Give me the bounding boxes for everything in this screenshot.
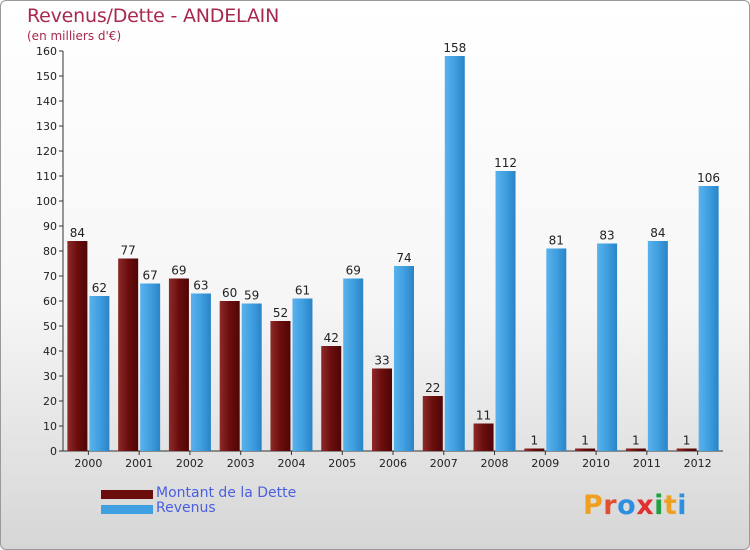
- bar-revenus: [190, 293, 211, 451]
- x-tick-label: 2005: [328, 457, 356, 470]
- bar-revenus-label: 112: [494, 156, 517, 170]
- legend-swatch-revenus: [101, 505, 153, 514]
- x-tick-label: 2008: [481, 457, 509, 470]
- y-tick-label: 10: [43, 420, 57, 433]
- bar-revenus: [495, 171, 516, 451]
- bar-dette-label: 11: [476, 409, 491, 423]
- bar-dette: [372, 368, 392, 451]
- bar-revenus-label: 69: [346, 264, 361, 278]
- bar-dette: [524, 448, 545, 451]
- bar-dette-label: 84: [70, 226, 85, 240]
- bar-revenus: [292, 298, 313, 451]
- bar-revenus-label: 67: [143, 269, 158, 283]
- y-tick-label: 120: [36, 145, 57, 158]
- bar-revenus-label: 84: [650, 226, 665, 240]
- bar-dette: [321, 346, 342, 451]
- x-tick-label: 2002: [176, 457, 204, 470]
- bar-dette: [422, 396, 443, 451]
- y-tick-label: 160: [36, 45, 57, 58]
- bar-revenus: [546, 248, 567, 451]
- bar-revenus: [444, 56, 465, 451]
- y-tick-label: 130: [36, 120, 57, 133]
- bar-dette-label: 60: [222, 286, 237, 300]
- x-tick-label: 2012: [684, 457, 712, 470]
- y-tick-label: 150: [36, 70, 57, 83]
- y-tick-label: 140: [36, 95, 57, 108]
- y-tick-label: 50: [43, 320, 57, 333]
- y-tick-label: 100: [36, 195, 57, 208]
- bar-revenus-label: 106: [697, 171, 720, 185]
- legend-swatch-dette: [101, 490, 153, 499]
- bar-revenus-label: 63: [193, 279, 208, 293]
- logo-letter: i: [654, 490, 664, 521]
- bar-revenus-label: 83: [599, 229, 614, 243]
- bar-revenus: [597, 243, 618, 451]
- x-tick-label: 2001: [125, 457, 153, 470]
- y-tick-label: 30: [43, 370, 57, 383]
- bar-revenus: [647, 241, 668, 451]
- y-tick-label: 80: [43, 245, 57, 258]
- x-tick-label: 2010: [582, 457, 610, 470]
- bar-dette: [67, 241, 88, 451]
- bar-dette-label: 42: [324, 331, 339, 345]
- legend-label-dette: Montant de la Dette: [156, 485, 297, 501]
- bar-revenus-label: 59: [244, 289, 259, 303]
- bar-revenus: [89, 296, 110, 451]
- bar-revenus-label: 158: [443, 41, 466, 55]
- bar-revenus: [394, 266, 414, 451]
- bar-dette: [575, 448, 596, 451]
- x-tick-label: 2007: [430, 457, 458, 470]
- proxiti-logo: Proxiti: [583, 490, 687, 521]
- x-tick-label: 2011: [633, 457, 661, 470]
- bar-dette-label: 1: [581, 434, 589, 448]
- y-tick-label: 0: [50, 445, 57, 458]
- bar-dette-label: 22: [425, 381, 440, 395]
- bar-dette-label: 1: [683, 434, 691, 448]
- bar-dette-label: 69: [171, 264, 186, 278]
- chart-subtitle: (en milliers d'€): [27, 29, 122, 43]
- x-tick-label: 2006: [379, 457, 407, 470]
- bar-dette-label: 1: [632, 434, 640, 448]
- y-tick-label: 40: [43, 345, 57, 358]
- bar-dette: [676, 448, 697, 451]
- x-tick-label: 2000: [74, 457, 102, 470]
- x-tick-label: 2004: [277, 457, 305, 470]
- bar-dette: [118, 258, 139, 451]
- bar-revenus-label: 74: [396, 251, 411, 265]
- logo-letter: P: [583, 490, 604, 521]
- bar-dette-label: 52: [273, 306, 288, 320]
- bar-dette-label: 1: [530, 434, 538, 448]
- bar-dette: [270, 321, 291, 451]
- bar-dette: [219, 301, 240, 451]
- logo-letter: x: [636, 490, 655, 521]
- bar-revenus: [343, 278, 364, 451]
- y-tick-label: 110: [36, 170, 57, 183]
- chart-title: Revenus/Dette - ANDELAIN: [27, 5, 280, 27]
- y-tick-label: 70: [43, 270, 57, 283]
- y-tick-label: 90: [43, 220, 57, 233]
- bar-dette-label: 77: [121, 244, 136, 258]
- bar-revenus-label: 81: [549, 234, 564, 248]
- bar-revenus: [241, 303, 262, 451]
- bar-revenus-label: 62: [92, 281, 107, 295]
- legend-label-revenus: Revenus: [156, 500, 216, 516]
- y-tick-label: 60: [43, 295, 57, 308]
- logo-letter: r: [603, 490, 618, 521]
- bar-dette: [168, 278, 189, 451]
- y-tick-label: 20: [43, 395, 57, 408]
- logo-letter: i: [677, 490, 688, 521]
- bar-dette: [625, 448, 646, 451]
- x-tick-label: 2009: [531, 457, 559, 470]
- bar-revenus: [698, 186, 719, 451]
- logo-letter: o: [617, 490, 637, 521]
- bar-revenus-label: 61: [295, 284, 310, 298]
- bar-dette-label: 33: [374, 354, 389, 368]
- logo-letter: t: [663, 490, 678, 521]
- x-tick-label: 2003: [227, 457, 255, 470]
- bar-dette: [473, 423, 494, 451]
- bar-revenus: [140, 283, 161, 451]
